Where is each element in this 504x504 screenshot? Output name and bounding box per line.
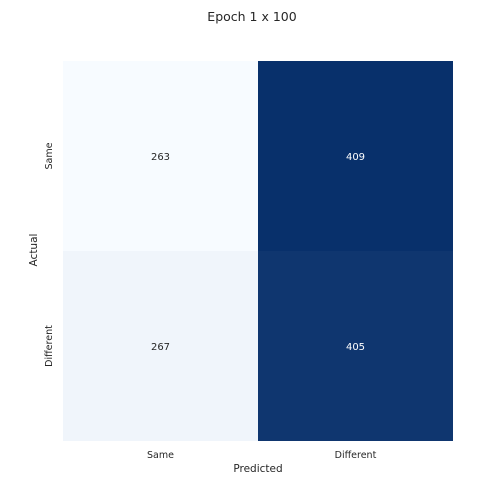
y-axis-label: Actual [28, 234, 40, 267]
chart-title: Epoch 1 x 100 [207, 9, 296, 24]
heatmap-cells [63, 61, 453, 441]
x-tick-labels: Same Different [147, 450, 377, 461]
x-axis-label: Predicted [233, 463, 282, 475]
heatmap-cell-different-different [258, 251, 453, 441]
y-tick-label: Different [44, 325, 55, 367]
cell-value-label: 267 [151, 342, 170, 353]
cell-value-label: 263 [151, 152, 170, 163]
x-tick-label: Same [147, 450, 174, 461]
cell-annotations: 263 409 267 405 [151, 152, 365, 353]
heatmap-cell-same-same [63, 61, 258, 251]
y-tick-labels: Same Different [44, 142, 55, 366]
heatmap-cell-different-same [63, 251, 258, 441]
heatmap-cell-same-different [258, 61, 453, 251]
x-tick-label: Different [335, 450, 377, 461]
cell-value-label: 405 [346, 342, 365, 353]
cell-value-label: 409 [346, 152, 365, 163]
y-tick-label: Same [44, 142, 55, 169]
